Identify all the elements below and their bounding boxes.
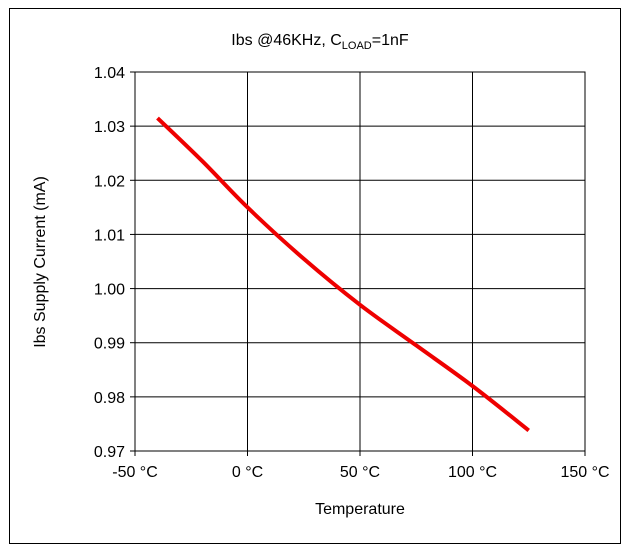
x-tick-label: 50 °C: [340, 464, 380, 481]
y-tick-label: 1.02: [94, 173, 125, 190]
y-tick-label: 0.97: [94, 444, 125, 461]
chart-title-prefix: Ibs @46KHz, C: [231, 32, 342, 49]
chart-title: Ibs @46KHz, CLOAD=1nF: [231, 32, 409, 52]
grid-layer: [134, 71, 586, 452]
y-tick-label: 1.00: [94, 282, 125, 299]
y-tick-label: 1.03: [94, 119, 125, 136]
x-tick-label: 0 °C: [232, 464, 263, 481]
series-layer: [156, 116, 530, 432]
x-tick-label: 100 °C: [448, 464, 497, 481]
y-tick-label: 0.99: [94, 336, 125, 353]
x-tick-label: 150 °C: [560, 464, 609, 481]
x-axis-label: Temperature: [315, 501, 405, 518]
y-tick-label: 1.01: [94, 227, 125, 244]
y-tick-label: 1.04: [94, 65, 125, 82]
y-tick-label: 0.98: [94, 390, 125, 407]
x-tick-label: -50 °C: [112, 464, 158, 481]
chart-title-subscript: LOAD: [342, 40, 372, 52]
y-axis-label: Ibs Supply Current (mA): [32, 176, 49, 348]
chart-frame: [9, 8, 621, 544]
series-line: [156, 116, 530, 432]
chart-title-suffix: =1nF: [372, 32, 409, 49]
y-tick-labels: 0.97 0.98 0.99 1.00 1.01 1.02 1.03 1.04: [94, 65, 135, 461]
x-tick-labels: -50 °C 0 °C 50 °C 100 °C 150 °C: [112, 451, 610, 481]
